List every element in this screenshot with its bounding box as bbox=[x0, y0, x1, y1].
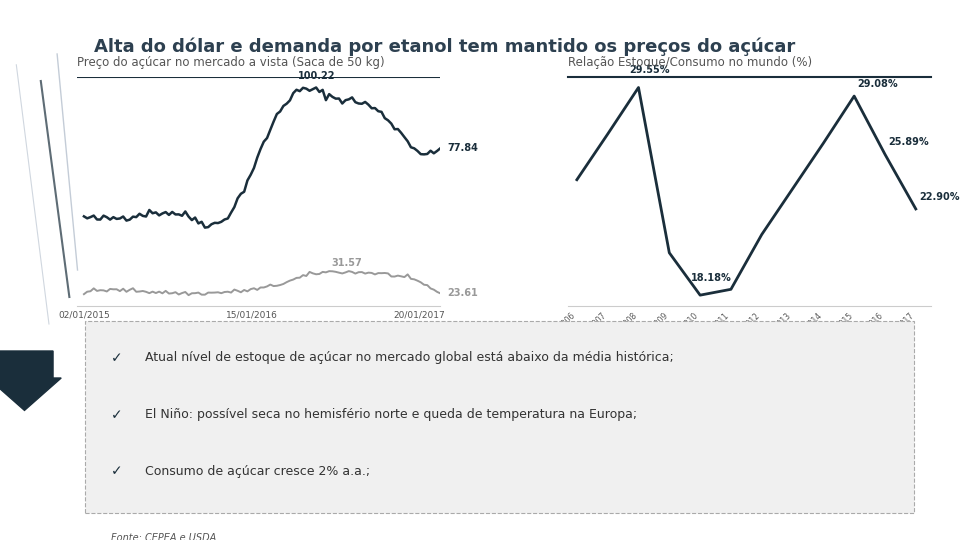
Text: ✓: ✓ bbox=[111, 408, 123, 422]
Text: 25.89%: 25.89% bbox=[888, 137, 928, 147]
Text: 100.22: 100.22 bbox=[299, 71, 336, 82]
Text: 29.08%: 29.08% bbox=[857, 79, 898, 89]
Text: 31.57: 31.57 bbox=[331, 258, 362, 268]
Text: ✓: ✓ bbox=[111, 464, 123, 478]
Legend: A vista R$, A vista US$: A vista R$, A vista US$ bbox=[97, 333, 275, 351]
Text: Alta do dólar e demanda por etanol tem mantido os preços do açúcar: Alta do dólar e demanda por etanol tem m… bbox=[94, 37, 795, 56]
Text: 23.61: 23.61 bbox=[447, 288, 478, 299]
Text: Consumo de açúcar cresce 2% a.a.;: Consumo de açúcar cresce 2% a.a.; bbox=[145, 465, 371, 478]
Text: Relação Estoque/Consumo no mundo (%): Relação Estoque/Consumo no mundo (%) bbox=[567, 56, 812, 69]
FancyArrow shape bbox=[0, 351, 61, 410]
FancyBboxPatch shape bbox=[85, 321, 914, 513]
Text: 77.84: 77.84 bbox=[447, 143, 478, 153]
Text: 18.18%: 18.18% bbox=[691, 273, 732, 282]
Text: 29.55%: 29.55% bbox=[629, 65, 670, 75]
Text: 22.90%: 22.90% bbox=[919, 192, 959, 202]
Text: Preço do açúcar no mercado a vista (Saca de 50 kg): Preço do açúcar no mercado a vista (Saca… bbox=[77, 56, 384, 69]
Text: El Niño: possível seca no hemisfério norte e queda de temperatura na Europa;: El Niño: possível seca no hemisfério nor… bbox=[145, 408, 637, 421]
Text: ✓: ✓ bbox=[111, 351, 123, 365]
Text: Fonte: CEPEA e USDA: Fonte: CEPEA e USDA bbox=[111, 534, 216, 540]
Text: Atual nível de estoque de açúcar no mercado global está abaixo da média históric: Atual nível de estoque de açúcar no merc… bbox=[145, 352, 674, 365]
